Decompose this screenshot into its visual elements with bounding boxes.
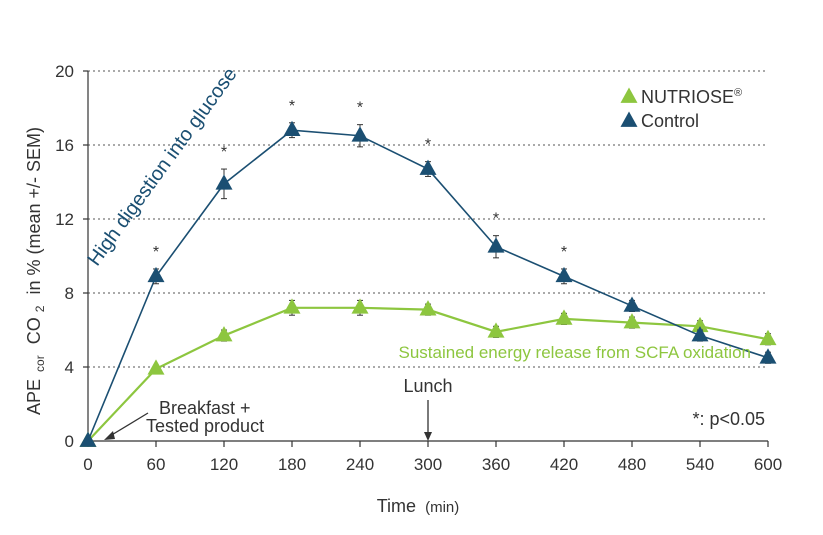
data-point-control-300 — [419, 159, 437, 175]
data-point-nutriose-240 — [351, 298, 369, 314]
legend-label-nutriose-sup: ® — [734, 87, 742, 99]
x-tick-label-180: 180 — [278, 455, 306, 474]
y-tick-label-12: 12 — [55, 210, 74, 229]
x-axis-title: Time (min) — [377, 496, 460, 516]
significance-star-300: * — [425, 137, 431, 154]
data-point-control-420 — [555, 266, 573, 283]
y-tick-label-4: 4 — [65, 358, 74, 377]
y-axis-title-suffix: in % (mean +/- SEM) — [24, 127, 44, 295]
annotation-breakfast: Breakfast + Tested product — [104, 398, 264, 440]
y-axis-title-sub2: 2 — [33, 305, 47, 312]
legend-label-nutriose-name: NUTRIOSE — [641, 87, 734, 107]
annotation-high-digestion: High digestion into glucose — [83, 64, 241, 270]
x-ticks: 0 60 120 180 240 300 360 420 480 540 600 — [83, 441, 782, 474]
lunch-label: Lunch — [403, 376, 452, 396]
grid — [88, 70, 768, 368]
annotation-sustained-release: Sustained energy release from SCFA oxida… — [399, 343, 751, 362]
data-point-nutriose-480 — [623, 313, 641, 329]
data-point-control-180 — [283, 120, 301, 137]
data-point-control-360 — [487, 237, 505, 253]
breakfast-label-line2: Tested product — [146, 416, 264, 436]
legend: NUTRIOSE® Control — [620, 87, 742, 131]
breakfast-arrow-head — [104, 431, 115, 440]
breakfast-arrow — [109, 412, 149, 437]
data-point-control-540 — [691, 326, 709, 342]
y-axis-title: APE cor CO 2 in % (mean +/- SEM) — [24, 127, 48, 415]
data-point-nutriose-300 — [419, 300, 437, 316]
p-value-note: *: p<0.05 — [692, 409, 765, 429]
significance-star-120: * — [221, 144, 227, 161]
significance-star-360: * — [493, 211, 499, 228]
significance-star-60: * — [153, 244, 159, 261]
data-point-control-480 — [623, 296, 641, 312]
legend-marker-nutriose — [620, 87, 638, 103]
data-point-nutriose-600 — [759, 329, 777, 346]
y-axis-title-sub1: cor — [33, 355, 47, 372]
y-tick-label-20: 20 — [55, 62, 74, 81]
lunch-arrow-head — [424, 432, 432, 441]
x-tick-label-120: 120 — [210, 455, 238, 474]
data-point-nutriose-180 — [283, 298, 301, 314]
x-tick-label-480: 480 — [618, 455, 646, 474]
data-point-nutriose-360 — [487, 322, 505, 338]
x-axis-title-text: Time — [377, 496, 416, 516]
legend-label-control: Control — [641, 111, 699, 131]
x-tick-label-240: 240 — [346, 455, 374, 474]
y-tick-label-0: 0 — [65, 432, 74, 451]
y-tick-label-8: 8 — [65, 284, 74, 303]
annotation-lunch: Lunch — [403, 376, 453, 441]
legend-item-nutriose: NUTRIOSE® — [620, 87, 742, 107]
x-tick-label-300: 300 — [414, 455, 442, 474]
significance-stars: * * * * * * * — [153, 98, 567, 261]
y-tick-label-16: 16 — [55, 136, 74, 155]
legend-item-control: Control — [620, 111, 699, 131]
data-point-nutriose-120 — [215, 326, 233, 342]
breakfast-label-line1: Breakfast + — [159, 398, 251, 418]
x-tick-label-540: 540 — [686, 455, 714, 474]
y-ticks: 0 4 8 12 16 20 — [55, 62, 88, 451]
x-tick-label-60: 60 — [147, 455, 166, 474]
significance-star-420: * — [561, 244, 567, 261]
data-point-nutriose-60 — [147, 359, 165, 375]
x-tick-label-0: 0 — [83, 455, 92, 474]
x-tick-label-600: 600 — [754, 455, 782, 474]
x-axis-title-unit: (min) — [425, 499, 459, 516]
data-point-control-600 — [759, 348, 777, 364]
data-point-nutriose-420 — [555, 309, 573, 325]
data-point-control-240 — [351, 126, 369, 142]
x-tick-label-360: 360 — [482, 455, 510, 474]
x-tick-label-420: 420 — [550, 455, 578, 474]
legend-marker-control — [620, 111, 638, 127]
significance-star-240: * — [357, 100, 363, 117]
y-axis-title-mid: CO — [24, 317, 44, 344]
significance-star-180: * — [289, 98, 295, 115]
data-point-control-60 — [147, 266, 165, 283]
legend-label-nutriose: NUTRIOSE® — [641, 87, 742, 107]
series-control — [79, 120, 777, 447]
data-point-control-120 — [215, 174, 233, 190]
y-axis-title-prefix: APE — [24, 379, 44, 415]
data-point-nutriose-540 — [691, 316, 709, 333]
data-point-control-0 — [79, 431, 97, 447]
series-layer — [79, 120, 777, 447]
